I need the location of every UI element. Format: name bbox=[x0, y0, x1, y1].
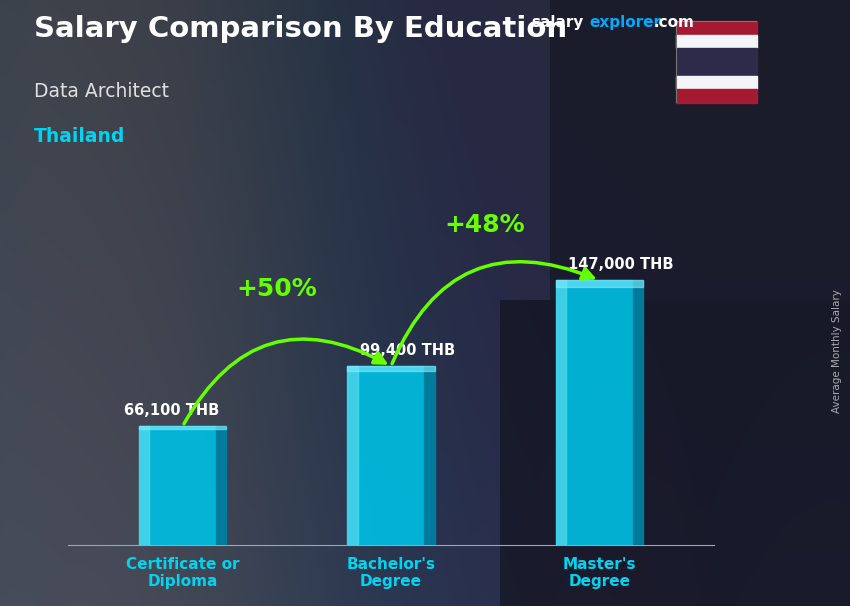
Text: 99,400 THB: 99,400 THB bbox=[360, 343, 455, 358]
Bar bbox=[556, 281, 566, 545]
Bar bbox=[556, 281, 643, 287]
Bar bbox=[676, 76, 756, 89]
Bar bbox=[348, 366, 434, 371]
Text: salary: salary bbox=[531, 15, 584, 30]
Bar bbox=[139, 426, 150, 545]
Text: Salary Comparison By Education: Salary Comparison By Education bbox=[34, 15, 567, 43]
Text: .com: .com bbox=[654, 15, 694, 30]
Bar bbox=[566, 281, 632, 545]
Text: 66,100 THB: 66,100 THB bbox=[124, 403, 219, 418]
Text: 147,000 THB: 147,000 THB bbox=[568, 258, 674, 272]
Bar bbox=[150, 426, 216, 545]
Text: Data Architect: Data Architect bbox=[34, 82, 169, 101]
Bar bbox=[632, 281, 643, 545]
Text: Thailand: Thailand bbox=[34, 127, 126, 146]
Bar bbox=[358, 366, 424, 545]
Bar bbox=[676, 89, 756, 103]
Bar bbox=[348, 366, 358, 545]
Text: +48%: +48% bbox=[445, 213, 525, 236]
Text: +50%: +50% bbox=[236, 278, 317, 301]
Bar bbox=[676, 35, 756, 48]
Text: explorer: explorer bbox=[589, 15, 661, 30]
Bar bbox=[216, 426, 226, 545]
Bar bbox=[424, 366, 434, 545]
Bar bbox=[139, 426, 226, 429]
Text: Average Monthly Salary: Average Monthly Salary bbox=[832, 290, 842, 413]
Bar bbox=[676, 48, 756, 76]
Bar bbox=[676, 21, 756, 35]
